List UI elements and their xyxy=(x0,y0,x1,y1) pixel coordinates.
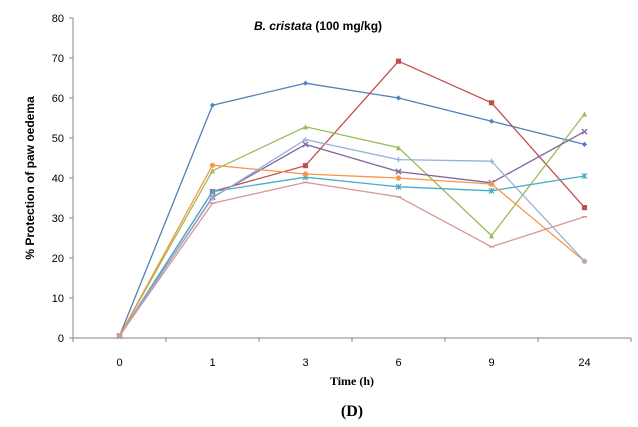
x-tick-label: 1 xyxy=(209,357,215,369)
series-3 xyxy=(116,111,588,339)
y-tick-label: 80 xyxy=(52,13,64,25)
x-tick-label: 3 xyxy=(302,357,308,369)
series-line xyxy=(118,138,585,337)
data-point xyxy=(581,205,588,211)
x-tick-label: 0 xyxy=(116,357,122,369)
data-point xyxy=(488,233,495,239)
data-point xyxy=(395,145,402,151)
data-point xyxy=(581,172,588,180)
y-tick-label: 70 xyxy=(52,53,64,65)
y-tick-label: 30 xyxy=(52,213,64,225)
series-line xyxy=(118,113,586,337)
series-8 xyxy=(116,181,588,337)
y-tick-label: 40 xyxy=(52,173,64,185)
data-point xyxy=(395,58,402,64)
data-point xyxy=(395,183,402,190)
data-point xyxy=(209,168,216,174)
axes: 0 10 20 30 40 50 60 70 80 0 1 3 6 9 24 xyxy=(52,13,632,369)
data-point xyxy=(302,80,309,86)
y-tick-label: 10 xyxy=(52,293,64,305)
chart-title: B. cristata (100 mg/kg) xyxy=(254,19,382,33)
data-point xyxy=(488,158,495,164)
data-point xyxy=(302,163,309,169)
y-tick-label: 20 xyxy=(52,253,64,265)
data-point xyxy=(395,175,402,181)
series-line xyxy=(118,181,585,337)
series-2 xyxy=(116,58,588,339)
data-point xyxy=(209,162,216,168)
series-7 xyxy=(116,137,588,339)
data-point xyxy=(488,100,495,106)
series-layer xyxy=(116,58,588,340)
chart-title-species: B. cristata xyxy=(254,19,312,33)
data-point xyxy=(395,168,402,175)
data-point xyxy=(581,128,588,135)
data-point xyxy=(302,171,309,177)
x-tick-label: 6 xyxy=(395,357,401,369)
series-line xyxy=(118,60,585,337)
data-point xyxy=(488,187,495,194)
data-point xyxy=(488,118,495,124)
y-tick-label: 50 xyxy=(52,133,64,145)
data-point xyxy=(581,258,588,264)
y-axis-label: % Protection of paw oedema xyxy=(23,96,37,260)
data-point xyxy=(581,111,588,117)
data-point xyxy=(302,141,309,148)
data-point xyxy=(302,137,309,143)
y-tick-label: 0 xyxy=(58,333,64,345)
series-line xyxy=(118,164,585,337)
x-tick-label: 9 xyxy=(488,357,494,369)
data-point xyxy=(581,141,588,147)
series-1 xyxy=(116,80,588,339)
series-5 xyxy=(116,172,588,340)
data-point xyxy=(302,124,309,130)
x-tick-label: 24 xyxy=(578,357,590,369)
data-point xyxy=(209,102,216,108)
series-4 xyxy=(116,128,588,340)
x-axis-label: Time (h) xyxy=(330,374,374,388)
y-tick-label: 60 xyxy=(52,93,64,105)
data-point xyxy=(209,195,216,201)
chart-title-dose: (100 mg/kg) xyxy=(312,19,382,33)
series-line xyxy=(118,175,585,337)
series-line xyxy=(118,82,585,337)
data-point xyxy=(488,181,495,187)
data-point xyxy=(395,157,402,163)
data-point xyxy=(209,188,216,195)
data-point xyxy=(395,95,402,101)
panel-label: (D) xyxy=(341,403,363,420)
